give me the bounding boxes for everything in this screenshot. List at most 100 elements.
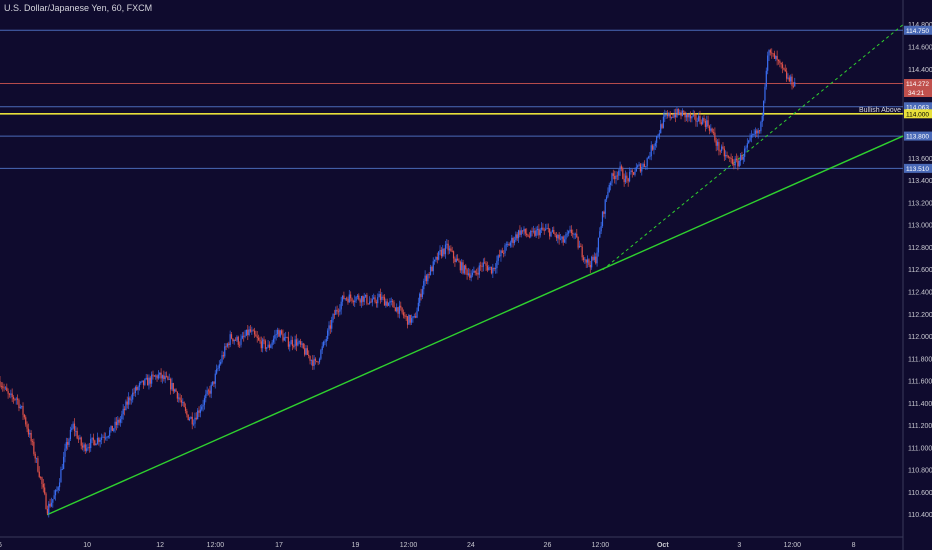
candle-body bbox=[233, 339, 235, 342]
candle-body bbox=[393, 302, 395, 308]
candle-body bbox=[239, 344, 241, 346]
candle-body bbox=[413, 316, 415, 317]
candle-body bbox=[3, 387, 5, 389]
candle-body bbox=[546, 228, 548, 229]
candle-body bbox=[243, 335, 245, 337]
candle-body bbox=[486, 265, 489, 271]
candle-body bbox=[317, 361, 319, 363]
candle-body bbox=[771, 52, 773, 54]
price-tag-label: 114.063 bbox=[906, 104, 929, 111]
candle-body bbox=[142, 380, 145, 385]
candle-body bbox=[420, 293, 422, 297]
price-tag bbox=[904, 131, 932, 141]
candle-body bbox=[175, 389, 177, 392]
trendline[interactable] bbox=[46, 135, 904, 516]
candle-body bbox=[708, 126, 711, 131]
candle-body bbox=[489, 266, 491, 268]
candle-body bbox=[528, 236, 530, 238]
candle-body bbox=[482, 262, 484, 267]
candle-body bbox=[576, 233, 578, 238]
candle-body bbox=[203, 398, 206, 405]
candle-body bbox=[493, 267, 495, 270]
level-annotation: Bullish Above bbox=[859, 107, 901, 114]
candle-body bbox=[618, 170, 620, 176]
candle-body bbox=[83, 444, 85, 448]
candle-body bbox=[535, 230, 537, 236]
candle-body bbox=[692, 114, 694, 117]
candle-body bbox=[488, 267, 490, 271]
candle-body bbox=[141, 380, 143, 382]
candle-body bbox=[769, 50, 771, 53]
candle-body bbox=[291, 340, 294, 346]
candle-body bbox=[412, 316, 414, 319]
candle-body bbox=[328, 325, 330, 331]
price-tag-label: 113.510 bbox=[906, 166, 929, 173]
x-tick-label: Oct bbox=[657, 542, 669, 549]
y-tick-label: 112.000 bbox=[908, 334, 932, 341]
trendline-dashed[interactable] bbox=[602, 24, 904, 271]
candle-body bbox=[688, 114, 690, 118]
candle-body bbox=[406, 316, 409, 325]
candle-body bbox=[88, 447, 90, 449]
candle-body bbox=[561, 236, 563, 239]
candle-body bbox=[438, 251, 440, 260]
candle-body bbox=[129, 397, 131, 401]
candle-body bbox=[752, 134, 754, 136]
candle-body bbox=[787, 77, 789, 79]
candle-body bbox=[46, 509, 48, 514]
candle-body bbox=[485, 263, 487, 266]
candle-body bbox=[333, 314, 336, 315]
candle-body bbox=[619, 166, 621, 171]
candle-body bbox=[226, 343, 229, 347]
candle-body bbox=[40, 476, 42, 478]
candle-body bbox=[749, 137, 751, 141]
candle-body bbox=[551, 230, 553, 232]
candle-body bbox=[314, 358, 317, 361]
candle-body bbox=[374, 297, 376, 302]
candle-body bbox=[34, 453, 36, 459]
candle-body bbox=[165, 376, 168, 378]
candle-body bbox=[360, 295, 363, 303]
candle-body bbox=[308, 354, 310, 356]
candle-body bbox=[480, 265, 482, 267]
candle-body bbox=[706, 120, 708, 127]
candle-body bbox=[348, 294, 350, 303]
candle-body bbox=[184, 407, 187, 411]
candle-body bbox=[610, 182, 612, 185]
candle-body bbox=[122, 408, 124, 415]
candle-body bbox=[545, 228, 547, 230]
candle-body bbox=[444, 244, 447, 255]
candle-body bbox=[25, 417, 27, 425]
candle-body bbox=[186, 410, 188, 415]
candle-body bbox=[477, 272, 479, 275]
candle-body bbox=[767, 55, 769, 71]
candle-body bbox=[637, 165, 639, 168]
candle-body bbox=[473, 270, 475, 273]
candle-body bbox=[478, 265, 480, 275]
candle-body bbox=[155, 375, 157, 377]
y-tick-label: 111.800 bbox=[908, 356, 932, 363]
candle-body bbox=[577, 237, 579, 248]
candle-body bbox=[776, 56, 778, 60]
candle-body bbox=[216, 369, 218, 374]
candle-body bbox=[95, 443, 97, 446]
candle-body bbox=[343, 295, 345, 299]
candle-body bbox=[616, 175, 618, 177]
candle-body bbox=[532, 230, 535, 232]
candle-body bbox=[6, 387, 8, 392]
candle-body bbox=[268, 344, 271, 348]
candle-body bbox=[272, 338, 275, 343]
candle-body bbox=[109, 430, 111, 436]
candle-body bbox=[275, 334, 277, 336]
candle-body bbox=[214, 373, 216, 384]
candle-body bbox=[260, 341, 262, 349]
candle-body bbox=[392, 301, 394, 303]
candle-body bbox=[347, 298, 349, 303]
candle-body bbox=[562, 236, 564, 243]
candle-body bbox=[628, 171, 631, 182]
candle-body bbox=[337, 311, 340, 313]
candle-body bbox=[624, 175, 627, 183]
candle-body bbox=[631, 170, 633, 173]
candle-body bbox=[111, 425, 113, 432]
